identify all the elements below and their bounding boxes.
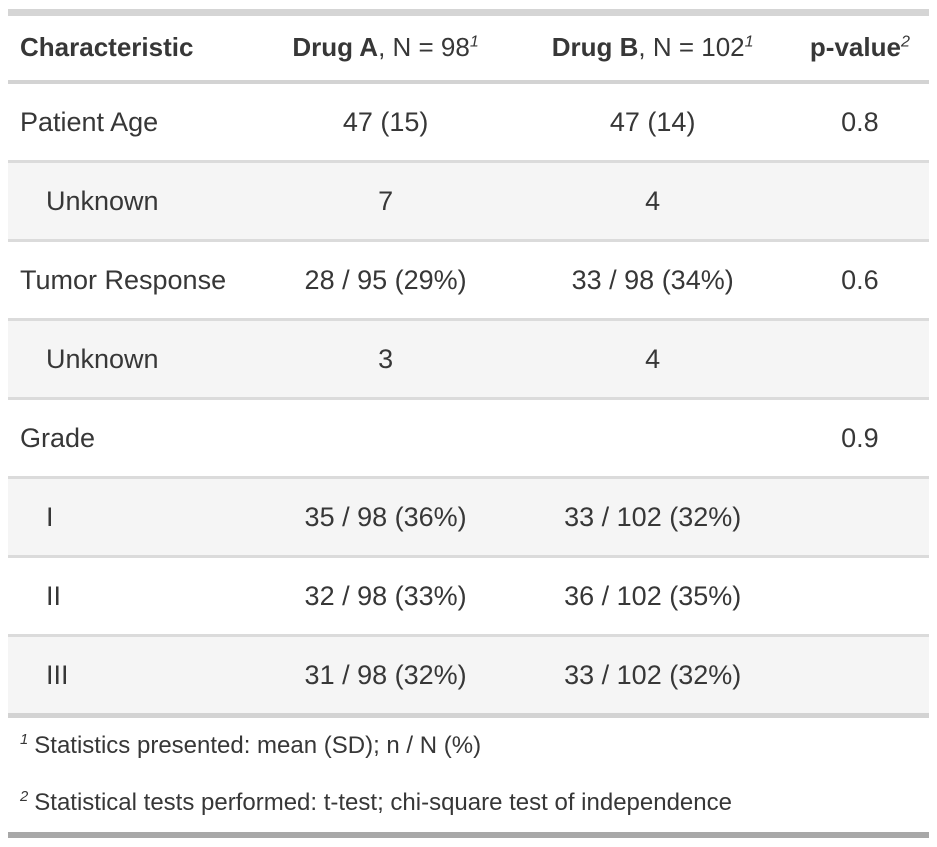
row-label: Grade	[20, 423, 96, 453]
row-label: I	[46, 502, 54, 532]
drug-a-cell: 3	[378, 344, 394, 374]
column-header-characteristic: Characteristic	[8, 12, 257, 84]
p-value-header-label: p-value	[809, 32, 901, 62]
table-row-patient-age: Patient Age 47 (15) 47 (14) 0.8	[8, 82, 929, 162]
drug-b-cell: 33 / 102 (32%)	[564, 660, 742, 690]
column-header-p-value: p-value2	[790, 12, 929, 84]
drug-b-cell	[515, 399, 791, 478]
row-label: Unknown	[46, 344, 159, 374]
footnote-2-text: Statistical tests performed: t-test; chi…	[34, 789, 732, 816]
footnote-row-2: 2 Statistical tests performed: t-test; ch…	[8, 775, 929, 835]
footnote-2-mark: 2	[20, 789, 29, 805]
drug-a-cell: 47 (15)	[342, 107, 429, 137]
drug-a-cell: 31 / 98 (32%)	[304, 660, 467, 690]
drug-a-cell: 35 / 98 (36%)	[304, 502, 467, 532]
row-label: Unknown	[46, 186, 159, 216]
table-footnotes: 1 Statistics presented: mean (SD); n / N …	[8, 716, 929, 836]
drug-a-cell: 7	[378, 186, 394, 216]
row-label: II	[46, 581, 62, 611]
drug-a-cell: 32 / 98 (33%)	[304, 581, 467, 611]
footnote-tests: 2 Statistical tests performed: t-test; ch…	[8, 775, 929, 835]
row-label: III	[46, 660, 69, 690]
footnote-row-1: 1 Statistics presented: mean (SD); n / N …	[8, 716, 929, 776]
table-header: Characteristic Drug A, N = 981 Drug B, N…	[8, 12, 929, 84]
p-value-footnote-mark: 2	[900, 32, 910, 51]
p-value-cell	[791, 636, 929, 716]
drug-b-header-name: Drug B	[551, 32, 639, 62]
drug-b-cell: 36 / 102 (35%)	[564, 581, 742, 611]
drug-b-footnote-mark: 1	[744, 32, 754, 51]
drug-a-cell	[257, 399, 515, 478]
footnote-1-mark: 1	[20, 732, 29, 748]
p-value-cell	[791, 320, 929, 399]
drug-b-cell: 4	[645, 344, 661, 374]
drug-b-cell: 4	[645, 186, 661, 216]
p-value-cell: 0.6	[841, 265, 879, 295]
drug-a-header-name: Drug A	[292, 32, 379, 62]
table-row-grade-2: II 32 / 98 (33%) 36 / 102 (35%)	[8, 556, 929, 636]
table-row-grade: Grade 0.9	[8, 398, 929, 478]
table-body: Patient Age 47 (15) 47 (14) 0.8 Unknown …	[8, 82, 929, 716]
drug-b-cell: 33 / 98 (34%)	[571, 265, 734, 295]
drug-a-footnote-mark: 1	[469, 32, 479, 51]
drug-b-cell: 33 / 102 (32%)	[564, 502, 742, 532]
header-row: Characteristic Drug A, N = 981 Drug B, N…	[8, 12, 929, 84]
summary-table: Characteristic Drug A, N = 981 Drug B, N…	[8, 9, 929, 838]
p-value-cell	[791, 478, 929, 557]
column-header-drug-b: Drug B, N = 1021	[514, 12, 791, 84]
row-label: Patient Age	[20, 107, 159, 137]
p-value-cell	[791, 557, 929, 636]
table-row-tumor-response: Tumor Response 28 / 95 (29%) 33 / 98 (34…	[8, 240, 929, 320]
table-row-patient-age-unknown: Unknown 7 4	[8, 161, 929, 241]
drug-a-cell: 28 / 95 (29%)	[304, 265, 467, 295]
row-label: Tumor Response	[20, 265, 227, 295]
table-row-grade-3: III 31 / 98 (32%) 33 / 102 (32%)	[8, 635, 929, 716]
p-value-cell	[791, 162, 929, 241]
table-row-tumor-response-unknown: Unknown 3 4	[8, 319, 929, 399]
drug-a-header-n: , N = 98	[378, 32, 470, 62]
characteristic-header-label: Characteristic	[20, 32, 194, 62]
table-row-grade-1: I 35 / 98 (36%) 33 / 102 (32%)	[8, 477, 929, 557]
p-value-cell: 0.8	[841, 107, 879, 137]
drug-b-cell: 47 (14)	[609, 107, 696, 137]
column-header-drug-a: Drug A, N = 981	[256, 12, 515, 84]
footnote-1-text: Statistics presented: mean (SD); n / N (…	[34, 732, 482, 759]
drug-b-header-n: , N = 102	[638, 32, 745, 62]
footnote-statistics: 1 Statistics presented: mean (SD); n / N …	[8, 716, 929, 776]
p-value-cell: 0.9	[841, 423, 879, 453]
